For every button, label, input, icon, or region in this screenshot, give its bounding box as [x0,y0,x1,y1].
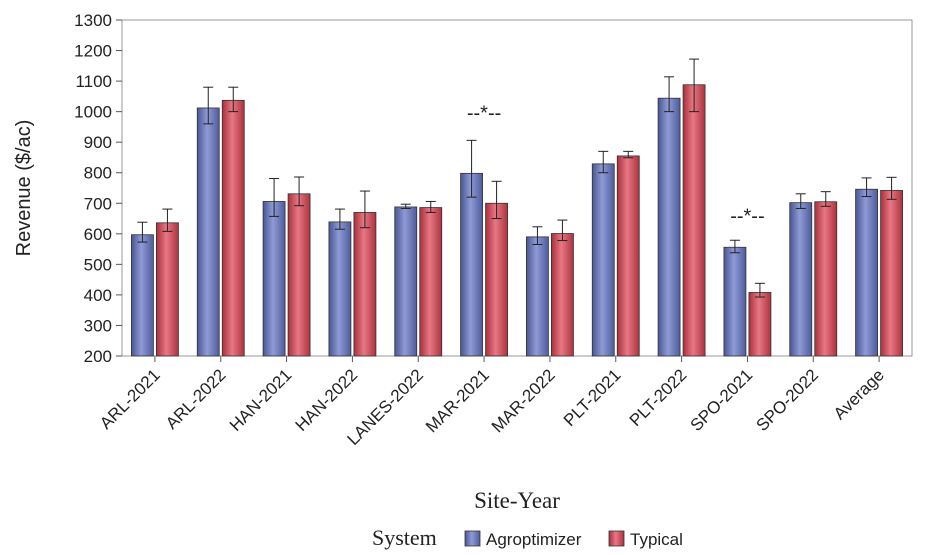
y-tick-label: 500 [84,255,112,274]
y-tick-label: 1300 [74,11,112,30]
legend-title: System [372,525,437,550]
significance-marker: --*-- [467,102,501,124]
bar-agroptimizer [394,206,418,357]
y-tick-label: 900 [84,133,112,152]
x-axis-title: Site-Year [474,488,560,513]
bar-typical [485,202,508,357]
bar-typical [748,292,772,357]
legend-label-typical: Typical [630,530,683,549]
x-tick-label: MAR-2022 [488,365,559,436]
x-tick-label: MAR-2021 [422,365,493,436]
y-tick-label: 800 [84,164,112,183]
plot-frame [121,19,913,357]
x-tick-label: SPO-2021 [687,365,757,435]
legend-swatch-typical [608,530,625,547]
bar-typical [156,222,179,357]
bar-agroptimizer [723,246,747,357]
bar-typical [682,84,706,357]
bar-agroptimizer [328,221,352,357]
bar-typical [287,193,311,357]
x-tick-label: PLT-2022 [626,365,691,430]
y-tick-label: 1000 [74,103,112,122]
y-tick-label: 1200 [74,42,112,61]
x-tick-label: PLT-2021 [560,365,625,430]
x-tick-label: Average [830,365,888,423]
y-tick-label: 600 [84,225,112,244]
bar-typical [221,99,245,357]
bar-agroptimizer [196,107,220,357]
y-tick-label: 700 [84,194,112,213]
bar-typical [353,212,377,357]
bar-agroptimizer [591,163,615,357]
bars [131,58,903,357]
bar-agroptimizer [526,236,549,357]
x-tick-label: SPO-2022 [753,365,823,435]
significance-annotations: --*-- --*-- [467,102,765,227]
bar-agroptimizer [262,201,286,357]
bar-typical [814,201,838,357]
bar-agroptimizer [855,188,878,357]
bar-typical [419,207,443,357]
significance-marker: --*-- [730,206,764,228]
x-tick-label: HAN-2022 [292,365,362,435]
bar-typical [616,155,640,357]
y-tick-label: 300 [84,316,112,335]
legend-swatch-agroptimizer [464,530,481,547]
bar-typical [551,233,574,357]
y-axis: 200 300 400 500 600 700 800 900 1000 1100 1200 1300 [74,11,122,366]
x-axis: ARL-2021ARL-2022HAN-2021HAN-2022LANES-20… [96,356,888,449]
y-tick-label: 400 [84,286,112,305]
bar-typical [880,190,903,357]
legend: System Agroptimizer Typical [372,525,683,550]
x-tick-label: ARL-2022 [162,365,230,433]
x-tick-label: HAN-2021 [226,365,296,435]
bar-agroptimizer [460,172,483,357]
y-axis-title: Revenue ($/ac) [13,120,35,257]
bar-agroptimizer [131,234,154,357]
bar-agroptimizer [657,97,681,357]
y-tick-label: 200 [84,347,112,366]
bar-agroptimizer [789,202,813,357]
x-tick-label: ARL-2021 [96,365,164,433]
legend-label-agroptimizer: Agroptimizer [486,530,582,549]
y-tick-label: 1100 [75,72,112,91]
